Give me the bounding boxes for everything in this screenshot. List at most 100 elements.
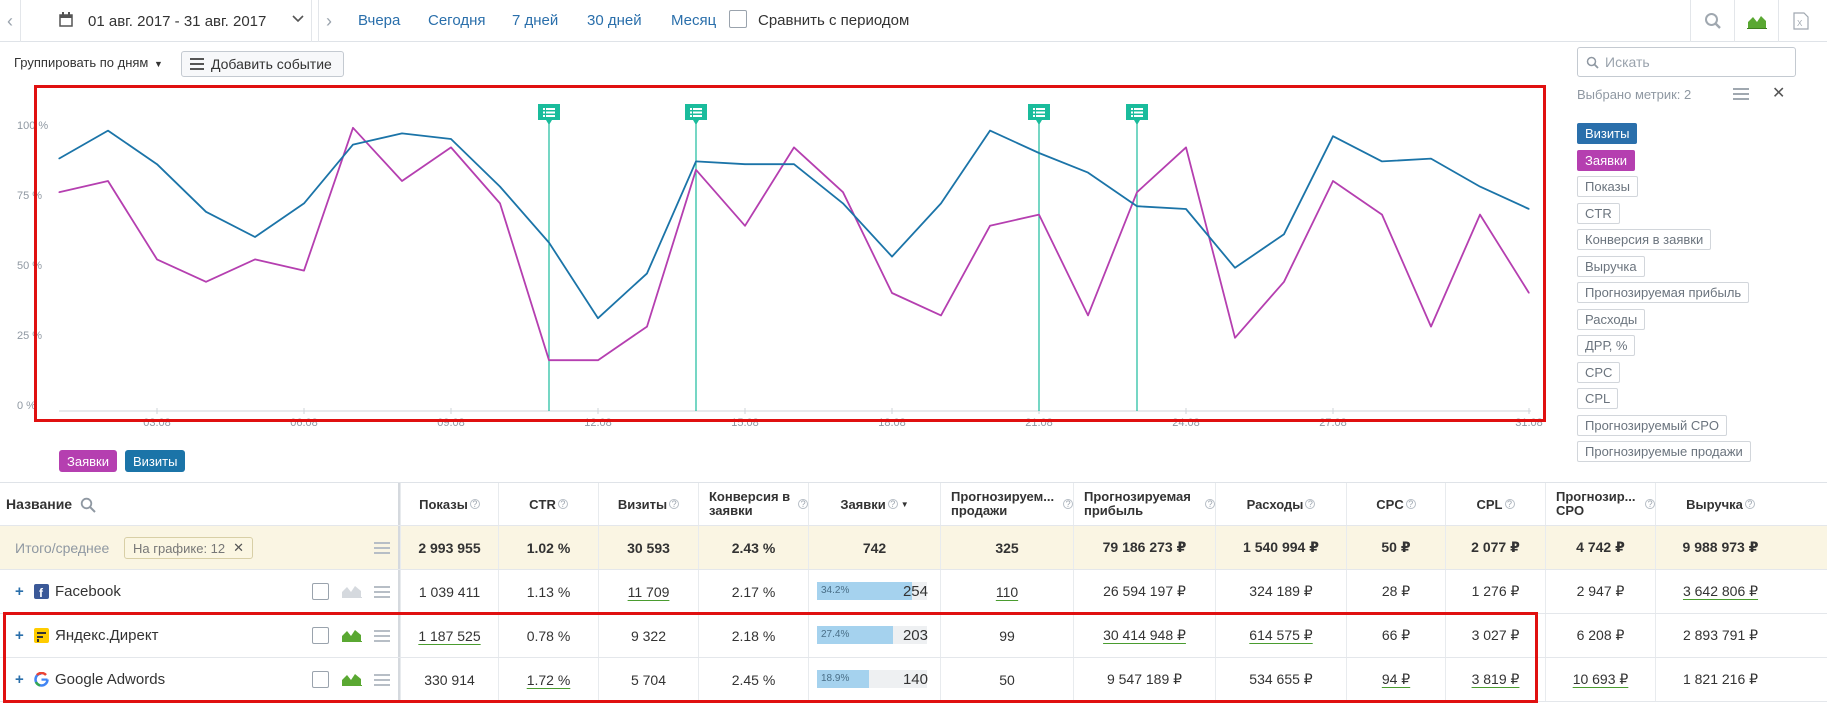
search-toggle-button[interactable] [1690, 0, 1734, 42]
table-cell[interactable]: 3 819 ₽ [1445, 658, 1545, 701]
list-icon[interactable] [374, 674, 390, 686]
series-point-zayavki [1479, 214, 1481, 216]
on-chart-pill[interactable]: На графике: 12 ✕ [124, 537, 254, 559]
list-icon[interactable] [1733, 88, 1749, 100]
table-cell[interactable]: 3 642 806 ₽ [1655, 570, 1785, 613]
list-icon[interactable] [374, 542, 390, 554]
metric-chip[interactable]: Прогнозируемый CPO [1577, 414, 1728, 436]
row-name[interactable]: Facebook [55, 583, 121, 600]
area-chart-icon[interactable] [342, 672, 362, 686]
table-cell[interactable]: 1 187 525 [400, 614, 498, 657]
column-header[interactable]: Прогнозир... CPO? [1545, 483, 1655, 525]
help-icon[interactable]: ? [1205, 499, 1215, 509]
help-icon[interactable]: ? [669, 499, 680, 509]
metric-chip[interactable]: CPL [1577, 388, 1619, 409]
help-icon[interactable]: ? [1645, 499, 1655, 509]
next-period-button[interactable]: › [318, 0, 339, 42]
row-checkbox[interactable] [312, 627, 329, 644]
table-cell: 9 547 189 ₽ [1073, 658, 1215, 701]
area-chart-icon[interactable] [342, 584, 362, 598]
column-header[interactable]: Визиты? [598, 483, 698, 525]
date-range-picker[interactable]: 01 авг. 2017 - 31 авг. 2017 [22, 0, 312, 42]
column-header[interactable]: Прогнозируем... продажи? [940, 483, 1073, 525]
legend-item-zayavki[interactable]: Заявки [59, 450, 117, 472]
help-icon[interactable]: ? [887, 499, 898, 509]
metric-chip[interactable]: CTR [1577, 202, 1620, 224]
column-header[interactable]: Конверсия в заявки? [698, 483, 808, 525]
table-cell[interactable]: 94 ₽ [1346, 658, 1445, 701]
column-header[interactable]: Заявки? ▼ [808, 483, 940, 525]
chart-toggle-button[interactable] [1734, 0, 1778, 42]
metric-chip[interactable]: ДРР, % [1577, 335, 1636, 356]
help-icon[interactable]: ? [1305, 499, 1316, 509]
help-icon[interactable]: ? [469, 499, 480, 509]
column-header[interactable]: Выручка? [1655, 483, 1785, 525]
row-name[interactable]: Яндекс.Директ [55, 627, 159, 644]
expand-icon[interactable]: + [15, 627, 24, 644]
table-cell[interactable]: 614 575 ₽ [1215, 614, 1346, 657]
column-header-label: CPC [1376, 496, 1404, 512]
compare-checkbox[interactable] [729, 10, 747, 28]
table-row[interactable]: + Google Adwords 330 914 1.72 % 5 704 2.45 % 1… [0, 658, 1827, 702]
expand-icon[interactable]: + [15, 671, 24, 688]
table-cell[interactable]: 11 709 [598, 570, 698, 613]
total-cell: 30 593 [598, 526, 698, 569]
series-point-zayavki [940, 314, 942, 316]
search-icon[interactable] [80, 497, 96, 513]
metric-chip[interactable]: Расходы [1577, 308, 1646, 330]
help-icon[interactable]: ? [798, 499, 808, 509]
range-7-days[interactable]: 7 дней [512, 12, 559, 29]
close-icon[interactable]: ✕ [233, 540, 245, 555]
metric-chip[interactable]: CPC [1577, 361, 1621, 383]
metric-chip[interactable]: Прогнозируемые продажи [1577, 441, 1751, 462]
row-checkbox[interactable] [312, 671, 329, 688]
column-header[interactable]: Расходы? [1215, 483, 1346, 525]
column-header[interactable]: CTR? [498, 483, 598, 525]
table-cell[interactable]: 1.72 % [498, 658, 598, 701]
line-chart: 0 %25 %50 %75 %100 %03.08 06.08 09.08 12.08… [17, 104, 1543, 429]
metric-chip[interactable]: Конверсия в заявки [1577, 229, 1712, 250]
help-icon[interactable]: ? [557, 499, 568, 509]
column-header[interactable]: Показы? [400, 483, 498, 525]
range-30-days[interactable]: 30 дней [587, 12, 642, 29]
list-icon[interactable] [374, 630, 390, 642]
legend-item-vizity[interactable]: Визиты [125, 450, 186, 472]
close-icon[interactable]: ✕ [1772, 85, 1786, 102]
cell-value: 3 642 806 ₽ [1682, 583, 1759, 599]
help-icon[interactable]: ? [1063, 499, 1073, 509]
range-today[interactable]: Сегодня [428, 12, 486, 29]
row-checkbox[interactable] [312, 583, 329, 600]
help-icon[interactable]: ? [1405, 499, 1416, 509]
metric-chip[interactable]: Показы [1577, 176, 1638, 197]
add-event-button[interactable]: Добавить событие [181, 51, 344, 77]
total-cell: 1 540 994 ₽ [1215, 526, 1346, 569]
export-excel-button[interactable]: X [1778, 0, 1822, 42]
sort-desc-icon[interactable]: ▼ [900, 499, 909, 509]
group-by-dropdown[interactable]: Группировать по дням ▼ [14, 55, 163, 70]
metric-chip[interactable]: Выручка [1577, 255, 1645, 277]
help-icon[interactable]: ? [1504, 499, 1515, 509]
metric-search[interactable] [1577, 47, 1796, 77]
help-icon[interactable]: ? [1744, 499, 1755, 509]
column-header[interactable]: CPC? [1346, 483, 1445, 525]
table-cell[interactable]: 10 693 ₽ [1545, 658, 1655, 701]
table-cell[interactable]: 110 [940, 570, 1073, 613]
area-chart-icon[interactable] [342, 628, 362, 642]
table-row[interactable]: + Яндекс.Директ 1 187 525 0.78 % 9 322 2.18 %… [0, 614, 1827, 658]
prev-period-button[interactable]: ‹ [0, 0, 21, 42]
row-name[interactable]: Google Adwords [55, 671, 166, 688]
range-month[interactable]: Месяц [671, 12, 717, 29]
metric-chip[interactable]: Прогнозируемая прибыль [1577, 282, 1750, 303]
table-row[interactable]: + f Facebook 1 039 411 1.13 % 11 709 2.17 % 34.… [0, 570, 1827, 614]
metric-chip[interactable]: Заявки [1577, 149, 1635, 171]
metric-chip[interactable]: Визиты [1577, 123, 1638, 144]
column-header[interactable]: CPL? [1445, 483, 1545, 525]
table-cell[interactable]: 30 414 948 ₽ [1073, 614, 1215, 657]
metric-search-input[interactable] [1605, 54, 1785, 70]
column-header[interactable]: Прогнозируемая прибыль? [1073, 483, 1215, 525]
expand-icon[interactable]: + [15, 583, 24, 600]
column-header-label: Выручка [1686, 496, 1743, 512]
range-yesterday[interactable]: Вчера [358, 12, 401, 29]
series-point-zayavki [597, 359, 599, 361]
list-icon[interactable] [374, 586, 390, 598]
